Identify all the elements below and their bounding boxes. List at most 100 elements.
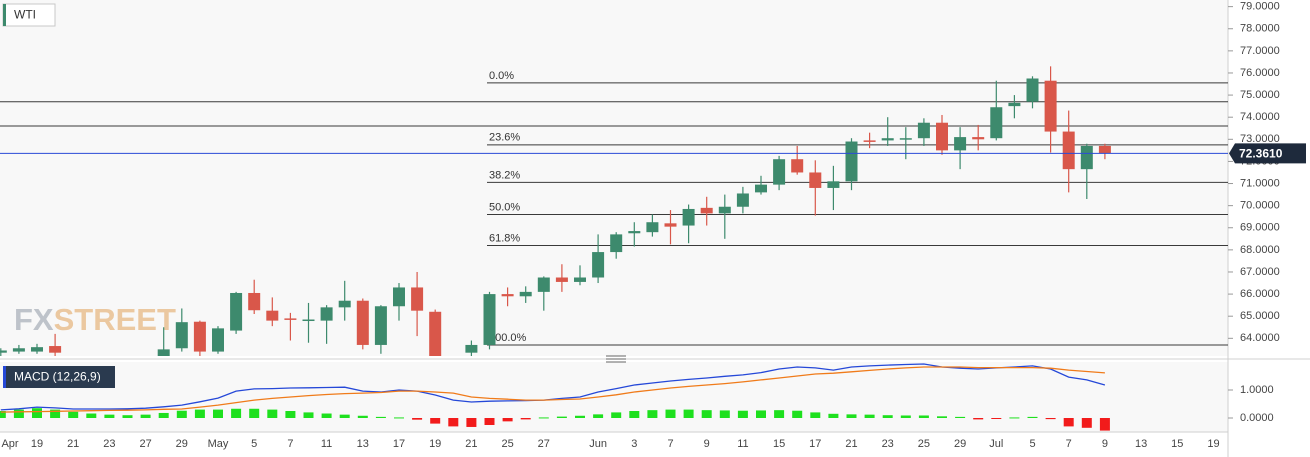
y-tick-label: 71.0000 — [1240, 177, 1280, 189]
candle-body — [899, 138, 912, 140]
histogram-bar — [484, 418, 495, 425]
candle-body — [646, 222, 659, 233]
fib-label: 50.0% — [489, 201, 520, 213]
histogram-bar — [955, 416, 966, 418]
y-tick-label: 73.0000 — [1240, 133, 1280, 145]
y-tick-label: 70.0000 — [1240, 200, 1280, 212]
x-tick-label: Apr — [1, 438, 18, 450]
histogram-bar — [937, 416, 947, 418]
candle-body — [374, 306, 387, 345]
histogram-bar — [846, 414, 857, 418]
x-tick-label: 29 — [176, 438, 188, 450]
histogram-bar — [1027, 416, 1038, 418]
histogram-bar — [285, 411, 296, 418]
candle-body — [845, 141, 858, 182]
histogram-bar — [828, 413, 839, 418]
last-price-label: 72.3610 — [1239, 147, 1283, 161]
candle-body — [0, 350, 7, 353]
candle-body — [664, 223, 677, 227]
fib-label: 0.0% — [489, 70, 514, 82]
histogram-bar — [50, 409, 61, 418]
candle-body — [682, 208, 695, 226]
x-tick-label: 23 — [103, 438, 115, 450]
candle-body — [917, 122, 930, 139]
histogram-bar — [737, 410, 748, 418]
fib-label: 23.6% — [489, 132, 520, 144]
histogram-bar — [176, 410, 187, 418]
candle-body — [1098, 145, 1111, 154]
x-tick-label: 5 — [1029, 438, 1035, 450]
candle-body — [193, 321, 206, 352]
x-tick-label: 11 — [737, 438, 748, 450]
histogram-bar — [701, 410, 712, 418]
candle-body — [356, 300, 369, 345]
candle-body — [1008, 102, 1021, 107]
histogram-bar — [719, 410, 730, 418]
histogram-bar — [756, 410, 766, 418]
symbol-badge[interactable]: WTI — [2, 3, 56, 27]
candle-body — [393, 287, 405, 307]
histogram-bar — [918, 415, 929, 418]
x-tick-label: 19 — [31, 438, 43, 450]
x-tick-label: 3 — [631, 438, 637, 450]
candle-body — [628, 231, 641, 234]
x-tick-label: 25 — [918, 438, 930, 450]
histogram-bar — [321, 413, 332, 418]
histogram-bar — [32, 408, 42, 418]
histogram-bar — [665, 409, 676, 418]
x-tick-label: 17 — [809, 438, 821, 450]
y-tick-label: 78.0000 — [1240, 23, 1280, 35]
y-tick-label: 79.0000 — [1240, 1, 1280, 13]
main-panel — [0, 0, 1228, 356]
histogram-bar — [249, 408, 260, 418]
candle-body — [284, 318, 297, 320]
histogram-bar — [810, 412, 821, 418]
histogram-bar — [1099, 418, 1110, 431]
x-tick-label: 13 — [357, 438, 369, 450]
candle-body — [1080, 145, 1093, 170]
histogram-bar — [158, 412, 169, 418]
candle-body — [718, 206, 731, 214]
histogram-bar — [556, 416, 567, 418]
fib-label: 38.2% — [489, 169, 520, 181]
candle-body — [863, 140, 876, 142]
histogram-bar — [339, 414, 350, 418]
candle-body — [592, 252, 605, 278]
y-tick-label: 75.0000 — [1240, 89, 1280, 101]
y-tick-label: 74.0000 — [1240, 111, 1280, 123]
histogram-bar — [647, 410, 658, 418]
resize-handle[interactable] — [606, 355, 626, 363]
x-tick-label: 21 — [465, 438, 477, 450]
histogram-bar — [231, 408, 242, 418]
candle-body — [338, 300, 351, 308]
y-tick-label: 66.0000 — [1240, 288, 1280, 300]
x-tick-label: 29 — [954, 438, 966, 450]
histogram-bar — [430, 418, 441, 424]
histogram-bar — [520, 418, 531, 420]
y-tick-label: 76.0000 — [1240, 67, 1280, 79]
histogram-bar — [86, 413, 97, 418]
x-tick-label: 25 — [501, 438, 513, 450]
macd-badge[interactable]: MACD (12,26,9) — [3, 366, 115, 388]
candle-body — [755, 184, 767, 193]
histogram-bar — [774, 410, 785, 418]
candle-body — [809, 172, 822, 188]
candle-body — [483, 294, 496, 345]
candle-body — [610, 234, 623, 253]
histogram-bar — [973, 418, 984, 420]
x-tick-label: 11 — [321, 438, 332, 450]
y-tick-label: 65.0000 — [1240, 310, 1280, 322]
candle-body — [230, 292, 243, 331]
candle-body — [320, 307, 333, 321]
histogram-bar — [68, 411, 79, 418]
candle-body — [791, 159, 804, 173]
candle-body — [175, 322, 188, 349]
candle-body — [157, 349, 170, 356]
x-tick-label: Jul — [989, 438, 1003, 450]
histogram-bar — [267, 409, 278, 418]
histogram-bar — [13, 409, 24, 418]
candle-body — [302, 319, 315, 322]
x-tick-label: 9 — [1102, 438, 1108, 450]
histogram-bar — [611, 412, 622, 418]
candle-body — [700, 207, 713, 214]
